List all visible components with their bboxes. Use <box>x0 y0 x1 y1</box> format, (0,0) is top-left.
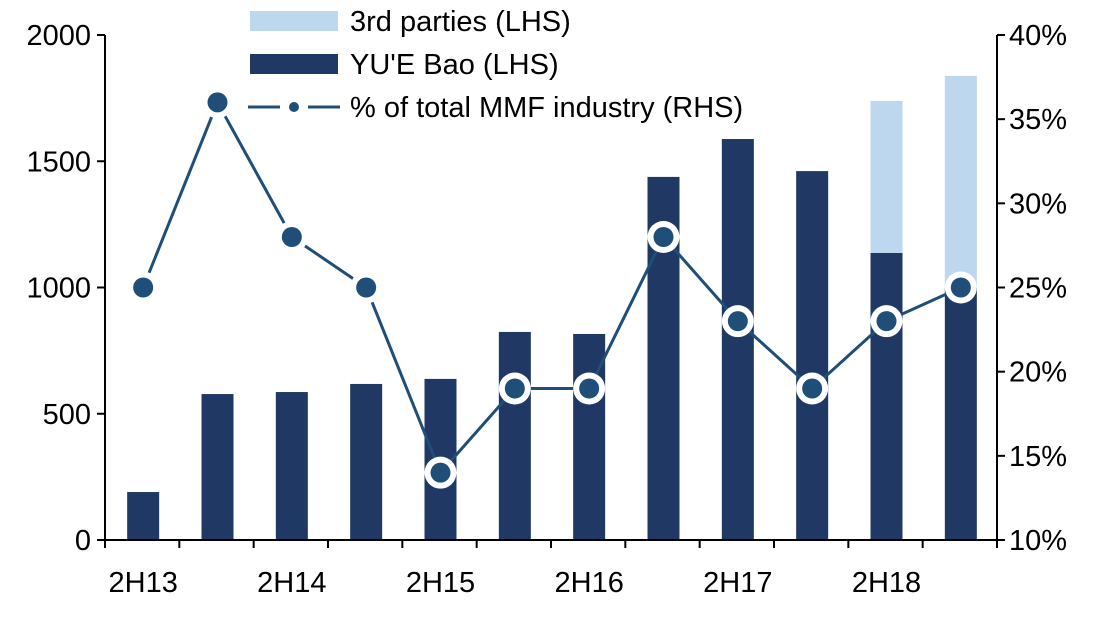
bar-3rd-parties <box>944 75 977 288</box>
legend-swatch-yuebao <box>250 54 338 74</box>
x-tick-label: 2H14 <box>257 567 326 599</box>
x-tick-label: 2H13 <box>109 567 178 599</box>
bar-yuebao <box>498 331 531 540</box>
bar-yuebao <box>721 139 754 540</box>
marker-pct-mmf <box>950 277 971 298</box>
right-tick-label: 35% <box>1009 104 1067 136</box>
right-tick-label: 30% <box>1009 188 1067 220</box>
right-tick-label: 20% <box>1009 357 1067 389</box>
marker-pct-mmf <box>802 378 823 399</box>
right-tick-label: 40% <box>1009 20 1067 52</box>
x-tick-label: 2H18 <box>852 567 921 599</box>
right-tick-label: 25% <box>1009 273 1067 305</box>
bar-yuebao <box>870 252 903 540</box>
marker-pct-mmf <box>504 378 525 399</box>
marker-pct-mmf <box>356 277 377 298</box>
left-tick-label: 2000 <box>26 20 91 52</box>
legend-label-3rd-parties: 3rd parties (LHS) <box>350 6 571 38</box>
left-tick-label: 500 <box>43 399 91 431</box>
marker-pct-mmf <box>579 378 600 399</box>
line-pct-mmf <box>141 98 962 476</box>
marker-pct-mmf <box>430 462 451 483</box>
left-tick-label: 1500 <box>26 146 91 178</box>
left-tick-label: 1000 <box>26 273 91 305</box>
bar-3rd-parties <box>870 100 903 253</box>
marker-pct-mmf <box>281 227 302 247</box>
x-tick-label: 2H16 <box>555 567 624 599</box>
bar-yuebao <box>796 171 829 540</box>
x-tick-label: 2H17 <box>703 567 772 599</box>
legend-label-pct-mmf: % of total MMF industry (RHS) <box>350 92 743 124</box>
left-tick-label: 0 <box>75 525 91 557</box>
right-tick-label: 10% <box>1009 525 1067 557</box>
marker-pct-mmf <box>876 311 897 332</box>
x-tick-label: 2H15 <box>406 567 475 599</box>
bar-yuebao <box>350 383 383 540</box>
bar-yuebao <box>944 287 977 540</box>
marker-pct-mmf <box>727 311 748 332</box>
marker-pct-mmf <box>207 92 228 113</box>
right-tick-label: 15% <box>1009 441 1067 473</box>
bar-yuebao <box>275 392 308 540</box>
bar-yuebao <box>201 394 234 540</box>
legend-label-yuebao: YU'E Bao (LHS) <box>350 49 559 81</box>
legend-marker <box>289 102 299 112</box>
marker-pct-mmf <box>133 277 154 298</box>
marker-pct-mmf <box>653 227 674 247</box>
legend-swatch-3rd-parties <box>250 11 338 31</box>
bar-yuebao <box>127 492 160 540</box>
